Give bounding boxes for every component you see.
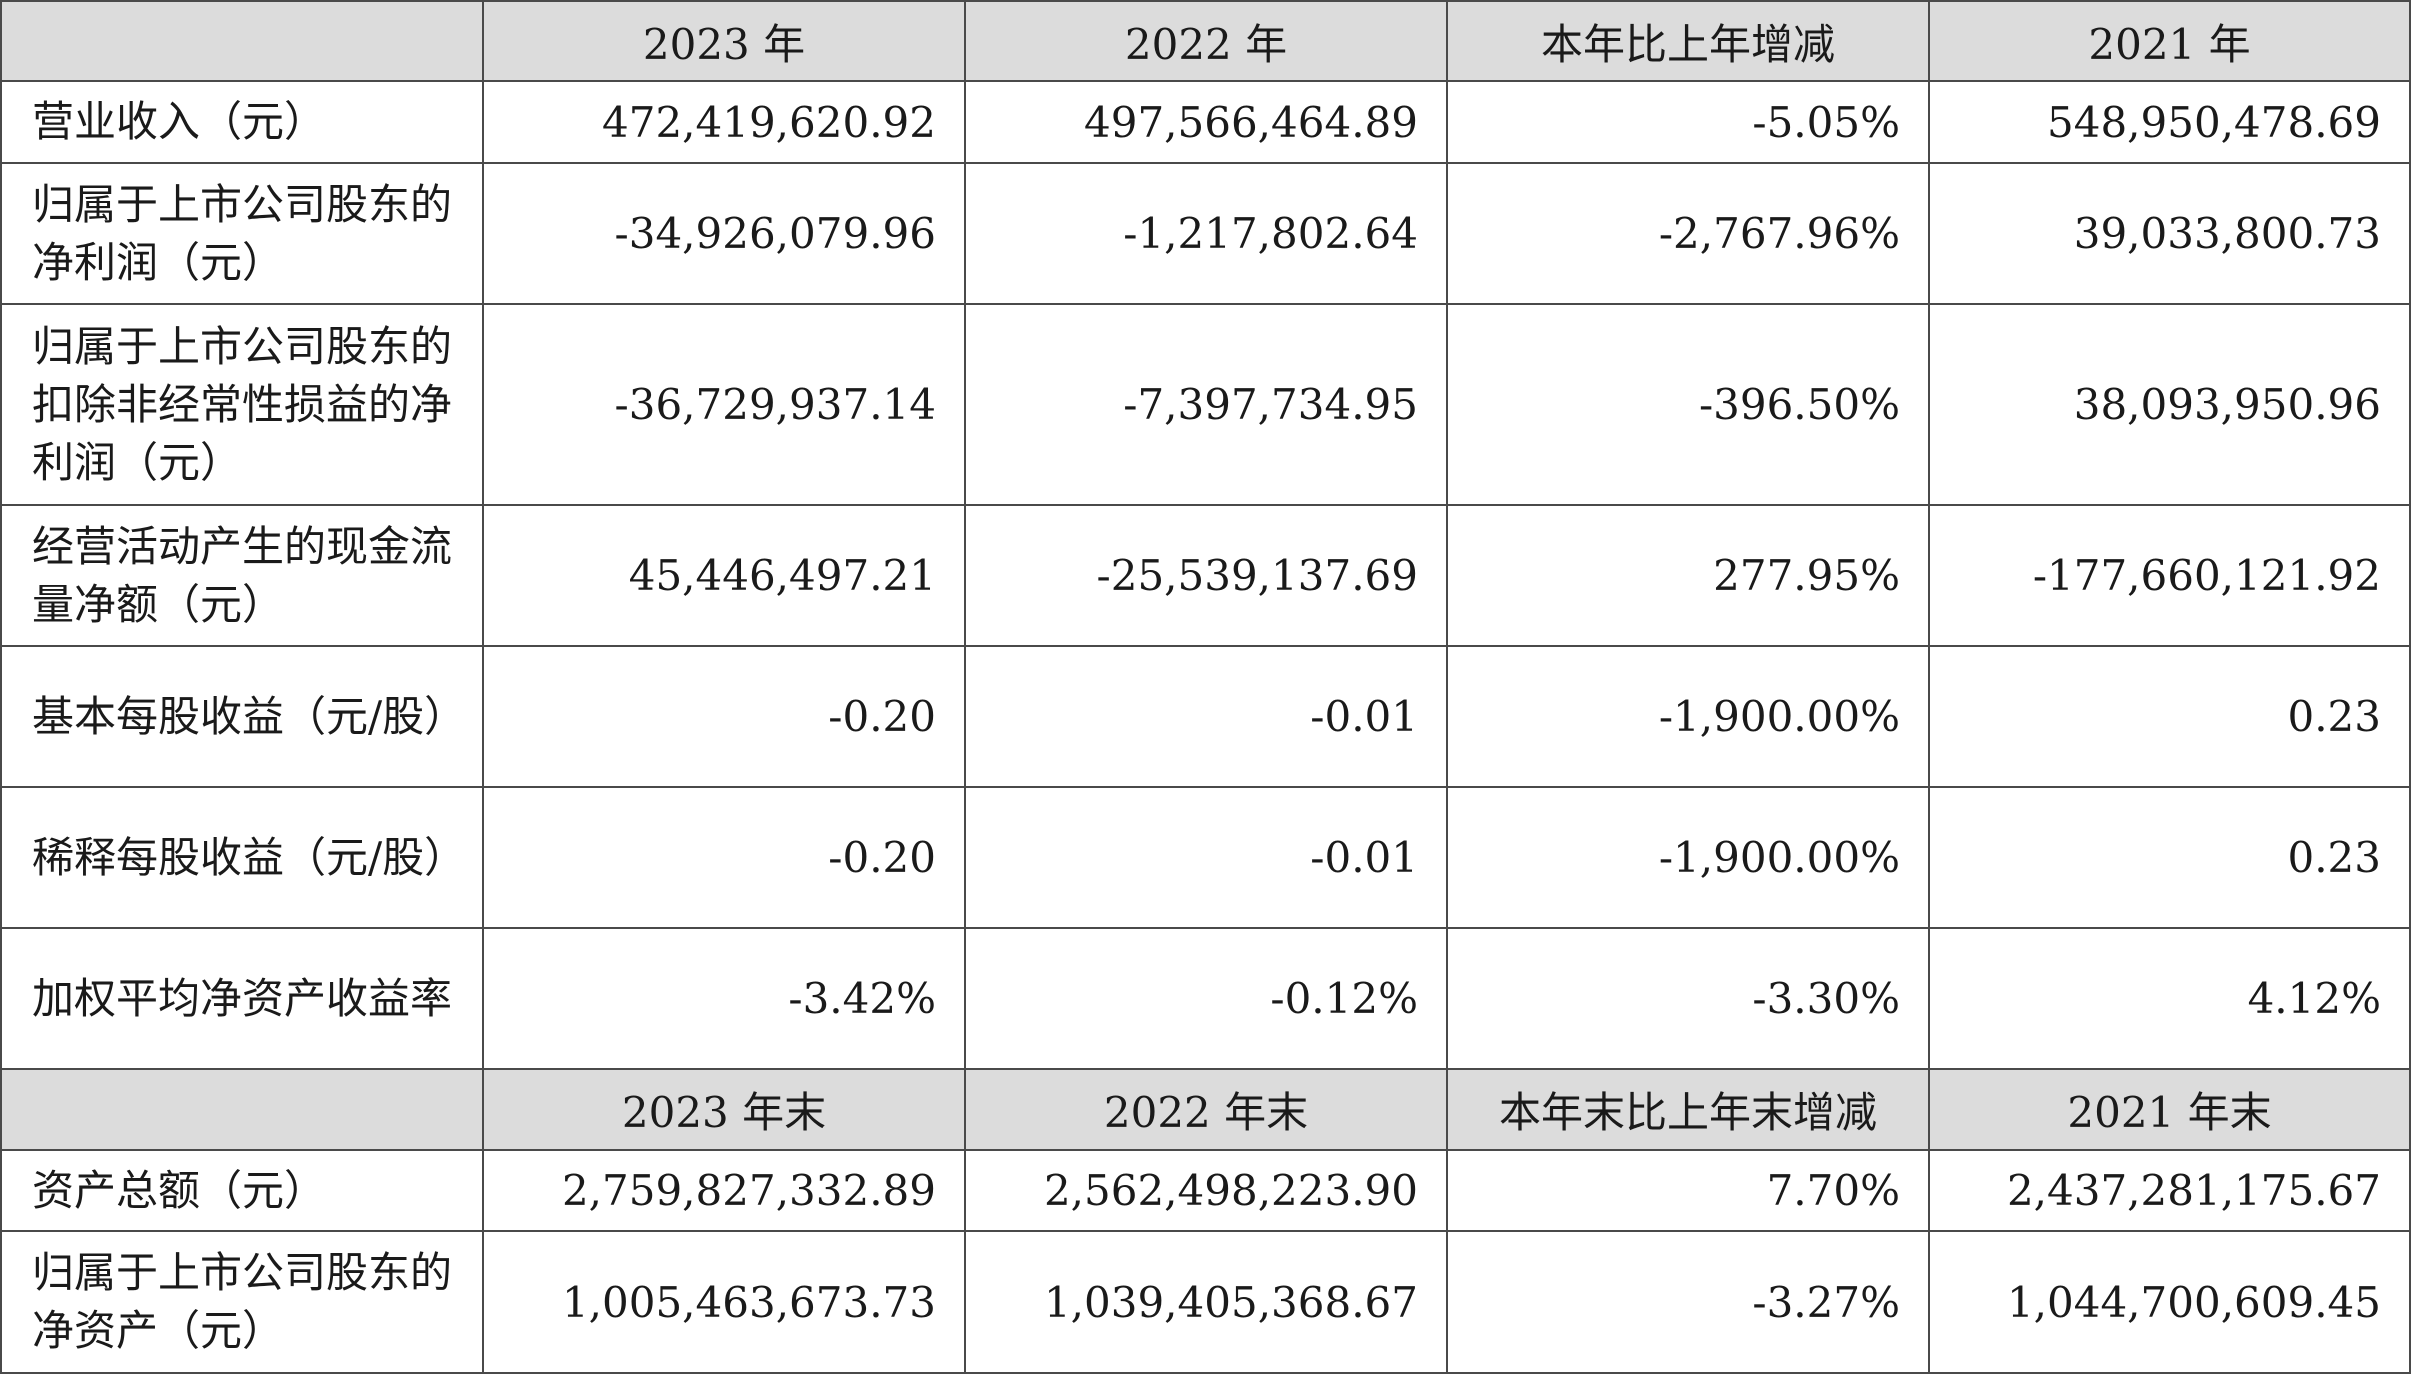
value-2022: -0.12% (964, 927, 1448, 1070)
row-label: 资产总额（元） (0, 1149, 484, 1232)
value-2021: -177,660,121.92 (1928, 504, 2411, 647)
value-2023: 2,759,827,332.89 (482, 1149, 966, 1232)
value-2021: 548,950,478.69 (1928, 80, 2411, 164)
table-row: 归属于上市公司股东的净资产（元） 1,005,463,673.73 1,039,… (0, 1230, 2411, 1374)
value-2021: 2,437,281,175.67 (1928, 1149, 2411, 1232)
value-change: -1,900.00% (1446, 645, 1930, 788)
value-2021: 38,093,950.96 (1928, 303, 2411, 506)
value-change: -396.50% (1446, 303, 1930, 506)
header-corner-cell (0, 1068, 484, 1151)
header-2023-end: 2023 年末 (482, 1068, 966, 1151)
value-change: 277.95% (1446, 504, 1930, 647)
header-corner-cell (0, 0, 484, 82)
value-change: -2,767.96% (1446, 162, 1930, 305)
value-2022: -1,217,802.64 (964, 162, 1448, 305)
value-2021: 4.12% (1928, 927, 2411, 1070)
table-row: 归属于上市公司股东的净利润（元） -34,926,079.96 -1,217,8… (0, 162, 2411, 305)
value-2023: -34,926,079.96 (482, 162, 966, 305)
row-label: 归属于上市公司股东的净利润（元） (0, 162, 484, 305)
value-change: -1,900.00% (1446, 786, 1930, 929)
header-row-annual: 2023 年 2022 年 本年比上年增减 2021 年 (0, 0, 2411, 82)
value-2023: -3.42% (482, 927, 966, 1070)
header-2022-end: 2022 年末 (964, 1068, 1448, 1151)
value-2021: 39,033,800.73 (1928, 162, 2411, 305)
value-2022: -7,397,734.95 (964, 303, 1448, 506)
value-2022: 1,039,405,368.67 (964, 1230, 1448, 1374)
table-row: 归属于上市公司股东的扣除非经常性损益的净利润（元） -36,729,937.14… (0, 303, 2411, 506)
row-label: 基本每股收益（元/股） (0, 645, 484, 788)
header-2022: 2022 年 (964, 0, 1448, 82)
header-2021-end: 2021 年末 (1928, 1068, 2411, 1151)
value-2022: -25,539,137.69 (964, 504, 1448, 647)
row-label: 归属于上市公司股东的净资产（元） (0, 1230, 484, 1374)
header-2021: 2021 年 (1928, 0, 2411, 82)
value-2023: -0.20 (482, 645, 966, 788)
value-change: -3.30% (1446, 927, 1930, 1070)
value-2021: 0.23 (1928, 786, 2411, 929)
value-change: 7.70% (1446, 1149, 1930, 1232)
row-label: 稀释每股收益（元/股） (0, 786, 484, 929)
row-label: 营业收入（元） (0, 80, 484, 164)
table-row: 加权平均净资产收益率 -3.42% -0.12% -3.30% 4.12% (0, 927, 2411, 1070)
value-2021: 1,044,700,609.45 (1928, 1230, 2411, 1374)
value-2023: 1,005,463,673.73 (482, 1230, 966, 1374)
table-row: 营业收入（元） 472,419,620.92 497,566,464.89 -5… (0, 80, 2411, 164)
row-label: 归属于上市公司股东的扣除非经常性损益的净利润（元） (0, 303, 484, 506)
value-2022: -0.01 (964, 645, 1448, 788)
value-change: -3.27% (1446, 1230, 1930, 1374)
value-2021: 0.23 (1928, 645, 2411, 788)
header-row-year-end: 2023 年末 2022 年末 本年末比上年末增减 2021 年末 (0, 1068, 2411, 1151)
value-2023: -0.20 (482, 786, 966, 929)
table-row: 经营活动产生的现金流量净额（元） 45,446,497.21 -25,539,1… (0, 504, 2411, 647)
value-2022: 2,562,498,223.90 (964, 1149, 1448, 1232)
row-label: 经营活动产生的现金流量净额（元） (0, 504, 484, 647)
table-row: 资产总额（元） 2,759,827,332.89 2,562,498,223.9… (0, 1149, 2411, 1232)
value-2023: 472,419,620.92 (482, 80, 966, 164)
row-label: 加权平均净资产收益率 (0, 927, 484, 1070)
header-change-end: 本年末比上年末增减 (1446, 1068, 1930, 1151)
value-2023: 45,446,497.21 (482, 504, 966, 647)
value-2022: -0.01 (964, 786, 1448, 929)
value-2022: 497,566,464.89 (964, 80, 1448, 164)
table-row: 稀释每股收益（元/股） -0.20 -0.01 -1,900.00% 0.23 (0, 786, 2411, 929)
header-change: 本年比上年增减 (1446, 0, 1930, 82)
table-row: 基本每股收益（元/股） -0.20 -0.01 -1,900.00% 0.23 (0, 645, 2411, 788)
header-2023: 2023 年 (482, 0, 966, 82)
value-2023: -36,729,937.14 (482, 303, 966, 506)
value-change: -5.05% (1446, 80, 1930, 164)
